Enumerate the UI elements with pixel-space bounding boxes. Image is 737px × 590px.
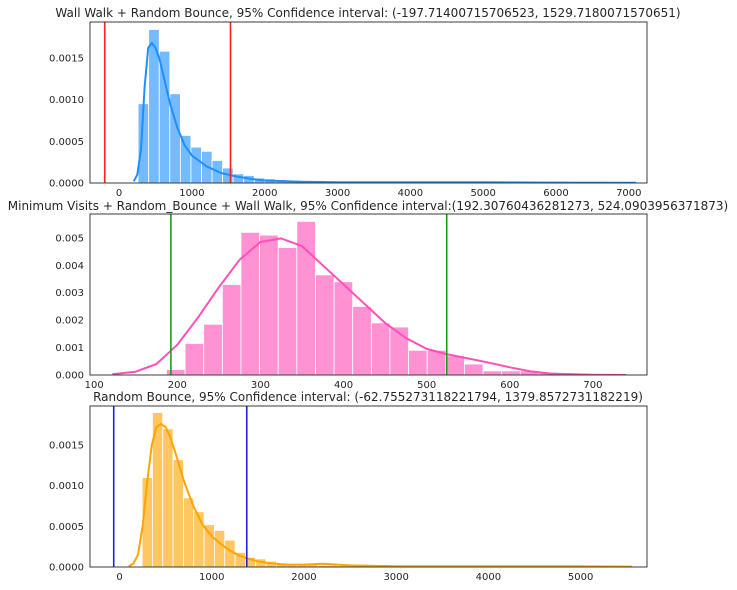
- x-tick-label: 500: [417, 380, 436, 391]
- histogram-bar: [370, 322, 391, 375]
- x-tick-label: 700: [583, 380, 602, 391]
- y-tick-label: 0.000: [55, 371, 84, 382]
- histogram-bar: [240, 231, 260, 375]
- x-tick-label: 3000: [383, 572, 408, 583]
- y-tick-label: 0.0015: [49, 441, 84, 452]
- x-tick-label: 4000: [398, 188, 423, 199]
- axes-frame: [89, 405, 648, 568]
- histogram-bar: [482, 370, 503, 375]
- chart-random-bounce: Random Bounce, 95% Confidence interval: …: [49, 390, 648, 583]
- y-tick-label: 0.0005: [49, 137, 84, 148]
- x-tick-label: 2000: [291, 572, 316, 583]
- x-tick-label: 3000: [325, 188, 350, 199]
- x-tick-label: 2000: [252, 188, 277, 199]
- chart-title: Minimum Visits + Random_Bounce + Wall Wa…: [8, 199, 729, 213]
- histogram-bar: [203, 524, 215, 567]
- histogram-bar: [445, 355, 465, 375]
- histogram-bar: [214, 530, 226, 567]
- x-tick-label: 1000: [199, 572, 224, 583]
- x-tick-label: 7000: [616, 188, 641, 199]
- histogram-bar: [184, 343, 205, 375]
- chart-title: Wall Walk + Random Bounce, 95% Confidenc…: [55, 6, 680, 20]
- plot-area: [103, 22, 637, 183]
- x-tick-label: 5000: [470, 188, 495, 199]
- histogram-bar: [333, 281, 354, 375]
- chart-title: Random Bounce, 95% Confidence interval: …: [93, 390, 643, 404]
- histogram-bar: [277, 247, 298, 375]
- y-tick-label: 0.0000: [49, 563, 84, 574]
- y-tick-label: 0.0010: [49, 481, 84, 492]
- axes-frame: [89, 21, 648, 184]
- x-tick-label: 600: [500, 380, 519, 391]
- histogram-bar: [501, 370, 521, 375]
- histogram-bar: [464, 363, 484, 375]
- histogram-bar: [408, 349, 428, 375]
- histogram-bar: [259, 234, 279, 375]
- kde-line: [132, 41, 637, 183]
- y-tick-label: 0.0000: [49, 179, 84, 190]
- y-tick-label: 0.004: [55, 261, 84, 272]
- histogram-bar: [193, 511, 205, 567]
- y-tick-label: 0.0015: [49, 53, 84, 64]
- x-tick-label: 0: [116, 572, 122, 583]
- histogram-bar: [352, 306, 372, 375]
- histogram-bar: [221, 284, 242, 375]
- y-tick-label: 0.005: [55, 233, 84, 244]
- histogram-bar: [183, 497, 195, 567]
- x-tick-label: 4000: [476, 572, 501, 583]
- histogram-bar: [166, 369, 186, 375]
- axes-frame: [89, 213, 648, 376]
- chart-minimum-visits-random-bounce-wall-walk: Minimum Visits + Random_Bounce + Wall Wa…: [8, 199, 729, 391]
- histogram-bar: [162, 428, 174, 567]
- x-tick-label: 200: [168, 380, 187, 391]
- x-tick-label: 1000: [179, 188, 204, 199]
- histogram-bar: [179, 135, 192, 183]
- y-tick-label: 0.001: [55, 343, 84, 354]
- y-tick-label: 0.0010: [49, 95, 84, 106]
- x-tick-label: 0: [116, 188, 122, 199]
- histogram-bar: [315, 274, 335, 375]
- y-tick-label: 0.003: [55, 288, 84, 299]
- histogram-bar: [190, 146, 202, 183]
- x-tick-label: 6000: [543, 188, 568, 199]
- x-tick-label: 5000: [568, 572, 593, 583]
- x-tick-label: 400: [334, 380, 353, 391]
- kde-line: [112, 237, 627, 375]
- histogram-bar: [203, 323, 223, 375]
- chart-wall-walk-random-bounce: Wall Walk + Random Bounce, 95% Confidenc…: [49, 6, 681, 199]
- x-tick-label: 100: [85, 380, 104, 391]
- x-tick-label: 300: [251, 380, 270, 391]
- histogram-bar: [158, 50, 171, 183]
- y-tick-label: 0.002: [55, 316, 84, 327]
- kde-line: [128, 422, 633, 567]
- y-tick-label: 0.0005: [49, 522, 84, 533]
